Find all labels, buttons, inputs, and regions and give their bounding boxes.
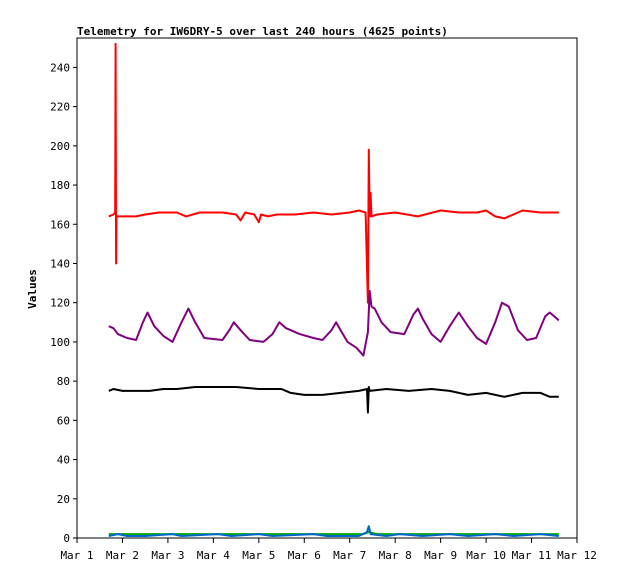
x-tick-label: Mar 5 xyxy=(242,549,275,562)
x-tick-label: Mar 7 xyxy=(333,549,366,562)
y-tick-label: 220 xyxy=(50,101,70,114)
x-tick-label: Mar 6 xyxy=(288,549,321,562)
y-axis-ticks: 0 20 40 60 80 100 120 140 160 180 200 220 240 xyxy=(50,61,77,545)
x-tick-label: Mar 3 xyxy=(151,549,184,562)
y-axis-label: Values xyxy=(26,269,39,309)
y-tick-label: 160 xyxy=(50,218,70,231)
y-tick-label: 20 xyxy=(57,493,70,506)
y-tick-label: 180 xyxy=(50,179,70,192)
x-tick-label: Mar 8 xyxy=(379,549,412,562)
series-line-1 xyxy=(108,289,560,357)
series-line-0 xyxy=(108,42,559,304)
x-tick-label: Mar 12 xyxy=(557,549,597,562)
y-tick-label: 0 xyxy=(63,532,70,545)
x-tick-label: Mar 9 xyxy=(424,549,457,562)
x-tick-label: Mar 10 xyxy=(466,549,506,562)
plot-frame xyxy=(76,37,578,539)
x-tick-label: Mar 11 xyxy=(512,549,552,562)
chart-title: Telemetry for IW6DRY-5 over last 240 hou… xyxy=(77,25,448,38)
y-tick-label: 60 xyxy=(57,414,70,427)
x-axis-ticks: Mar 1 Mar 2 Mar 3 Mar 4 Mar 5 Mar 6 Mar 7 Mar 8… xyxy=(60,538,597,562)
x-tick-label: Mar 2 xyxy=(106,549,139,562)
x-tick-label: Mar 4 xyxy=(197,549,230,562)
series-line-2 xyxy=(108,386,559,414)
y-tick-label: 100 xyxy=(50,336,70,349)
series-line-4 xyxy=(108,525,559,537)
y-tick-label: 240 xyxy=(50,61,70,74)
y-tick-label: 80 xyxy=(57,375,70,388)
y-tick-label: 40 xyxy=(57,454,70,467)
y-tick-label: 140 xyxy=(50,257,70,270)
series-lines xyxy=(108,42,560,537)
x-tick-label: Mar 1 xyxy=(60,549,93,562)
y-tick-label: 120 xyxy=(50,297,70,310)
y-tick-label: 200 xyxy=(50,140,70,153)
